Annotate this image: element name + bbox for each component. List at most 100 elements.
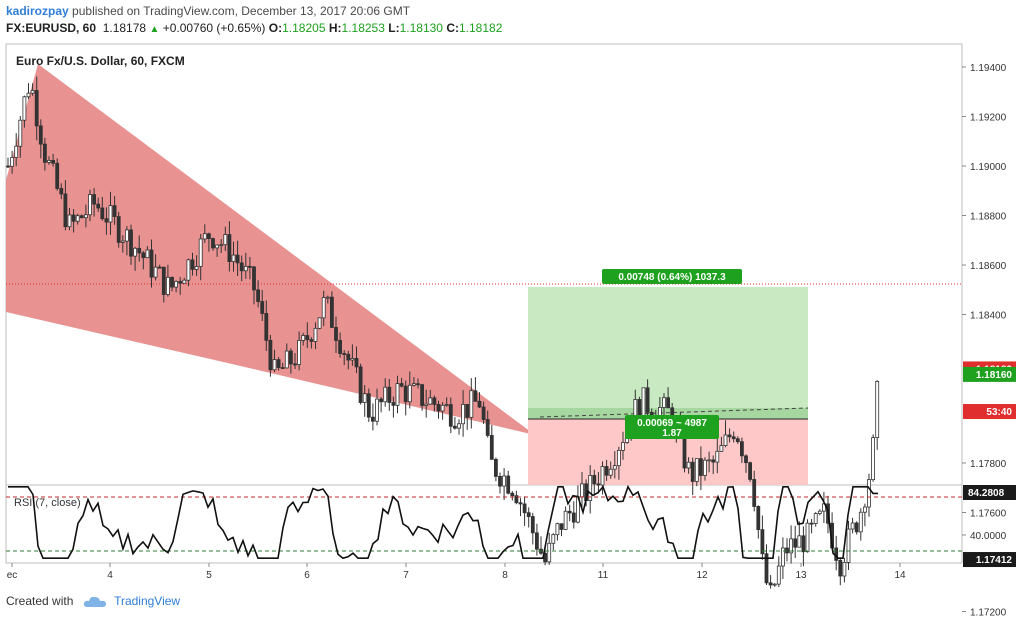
- candle-up: [284, 350, 289, 369]
- candle-up: [26, 92, 31, 98]
- candle-up: [772, 583, 777, 586]
- candle-down: [34, 90, 39, 127]
- candle-down: [518, 502, 523, 505]
- candle-up: [707, 459, 711, 462]
- candle-down: [760, 529, 765, 555]
- tradingview-link[interactable]: TradingView: [114, 594, 181, 608]
- candle-down: [498, 476, 502, 487]
- candle-up: [411, 383, 416, 386]
- candle-up: [317, 317, 322, 329]
- candle-up: [867, 479, 871, 508]
- candle-down: [448, 404, 453, 427]
- candle-up: [875, 381, 880, 438]
- candle-down: [346, 353, 351, 361]
- symbol-name: FX:EURUSD, 60: [6, 21, 97, 35]
- candle-down: [645, 387, 650, 413]
- candle-down: [247, 265, 252, 268]
- candle-up: [231, 254, 236, 262]
- candle-up: [424, 403, 429, 406]
- candle-down: [535, 532, 539, 550]
- candle-up: [182, 279, 187, 284]
- candle-down: [403, 385, 408, 403]
- candle-down: [6, 165, 10, 168]
- time-tick-label: 11: [598, 570, 609, 581]
- price-tick-label: 1.19200: [970, 113, 1007, 124]
- up-arrow-icon: ▲: [149, 24, 160, 35]
- candle-down: [206, 233, 211, 239]
- candle-down: [260, 301, 265, 314]
- candle-up: [703, 459, 707, 476]
- candle-down: [338, 340, 343, 354]
- candle-up: [297, 340, 302, 365]
- countdown-badge: [963, 404, 1016, 420]
- symbol-line: FX:EURUSD, 60 1.18178 ▲ +0.00760 (+0.65%…: [6, 21, 502, 35]
- candle-up: [547, 542, 552, 563]
- candle-down: [592, 474, 597, 485]
- candle-down: [100, 207, 105, 220]
- candle-up: [30, 90, 35, 94]
- candle-down: [305, 335, 310, 341]
- candle-down: [112, 205, 117, 217]
- low-value: 1.18130: [399, 21, 443, 35]
- candle-down: [55, 162, 60, 189]
- candle-up: [444, 404, 449, 407]
- candle-up: [325, 296, 330, 299]
- candle-down: [59, 188, 64, 195]
- candle-up: [47, 160, 51, 163]
- candle-down: [387, 386, 392, 403]
- time-tick-label: 7: [403, 570, 409, 581]
- price-axis[interactable]: 1.19400 1.19200 1.19000 1.18800 1.18600 1.184…: [962, 63, 1016, 619]
- candle-down: [342, 353, 347, 355]
- candle-up: [223, 234, 228, 246]
- candle-up: [850, 522, 855, 530]
- candle-up: [817, 510, 822, 514]
- candle-down: [370, 416, 375, 422]
- rsi-value-badge: [963, 485, 1016, 500]
- wedge-pattern-drawing[interactable]: [6, 64, 535, 435]
- time-axis[interactable]: ec 4 5 6 7 8 11 12 13 14: [7, 563, 906, 581]
- candle-up: [350, 358, 355, 361]
- candle-up: [781, 547, 785, 567]
- candle-up: [18, 119, 23, 147]
- candle-up: [125, 229, 129, 242]
- candle-down: [809, 522, 814, 525]
- candle-down: [559, 523, 564, 530]
- candle-up: [301, 335, 306, 341]
- candle-up: [383, 386, 388, 403]
- candle-down: [288, 350, 293, 365]
- candle-down: [756, 506, 761, 531]
- candle-down: [571, 512, 576, 523]
- candle-up: [272, 359, 277, 371]
- time-tick-label: 14: [894, 570, 906, 581]
- candle-down: [731, 436, 736, 440]
- candle-down: [567, 510, 572, 514]
- candle-up: [428, 397, 433, 405]
- candle-down: [637, 399, 642, 418]
- candle-down: [489, 435, 494, 460]
- candlestick-series[interactable]: [6, 76, 880, 589]
- candle-up: [551, 534, 556, 544]
- publish-info: published on TradingView.com, December 1…: [72, 4, 411, 18]
- candle-up: [22, 96, 27, 121]
- candle-down: [452, 425, 457, 429]
- candle-up: [563, 510, 568, 530]
- candle-up: [686, 461, 691, 469]
- candle-up: [108, 205, 113, 223]
- candle-up: [662, 397, 666, 408]
- candle-up: [243, 265, 248, 272]
- candle-down: [366, 393, 371, 418]
- candle-down: [420, 384, 425, 406]
- candle-down: [51, 160, 55, 164]
- candle-down: [149, 249, 154, 278]
- open-value: 1.18205: [282, 21, 326, 35]
- candle-down: [293, 363, 297, 366]
- time-tick-label: 4: [107, 570, 113, 581]
- author-link[interactable]: kadirozpay: [6, 4, 69, 18]
- time-tick-label: ec: [7, 570, 18, 581]
- candle-up: [395, 383, 400, 406]
- candle-up: [202, 233, 207, 240]
- candle-down: [510, 492, 515, 497]
- low-label: L:: [388, 21, 400, 35]
- rsi-value-text: 84.2808: [968, 488, 1005, 499]
